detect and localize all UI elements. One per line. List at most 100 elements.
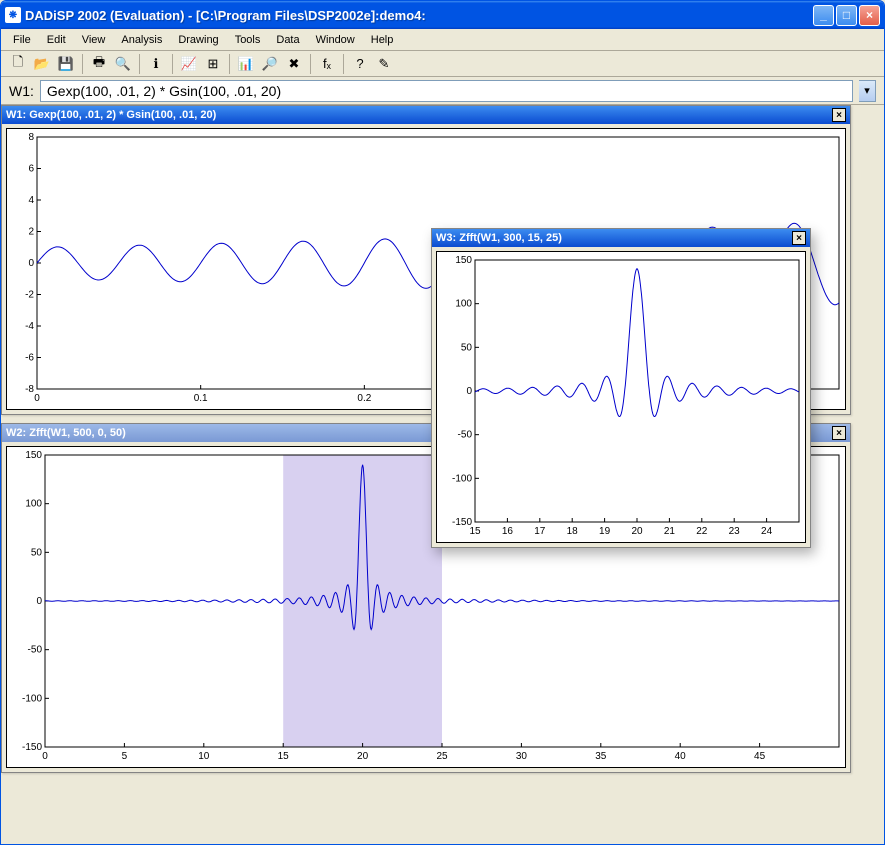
svg-text:18: 18 [567,526,579,537]
toolbar-separator [310,54,311,74]
lens-icon[interactable]: 🔎 [259,53,281,75]
formula-bar: W1: Gexp(100, .01, 2) * Gsin(100, .01, 2… [1,77,884,105]
window-controls: _ □ × [813,5,880,26]
svg-text:6: 6 [28,164,34,175]
chart-w2-close[interactable]: × [832,426,846,440]
svg-text:-150: -150 [22,742,42,753]
svg-text:30: 30 [516,751,528,762]
app-title: DADiSP 2002 (Evaluation) - [C:\Program F… [25,8,813,23]
menu-help[interactable]: Help [363,32,402,48]
menu-file[interactable]: File [5,32,39,48]
svg-text:10: 10 [198,751,210,762]
menu-analysis[interactable]: Analysis [113,32,170,48]
cancel-icon[interactable]: ✖ [283,53,305,75]
toolbar-separator [229,54,230,74]
svg-text:20: 20 [631,526,643,537]
svg-text:19: 19 [599,526,611,537]
formula-dropdown[interactable]: ▾ [859,80,876,102]
preview-icon[interactable]: 🔍 [112,53,134,75]
svg-text:-8: -8 [25,384,34,395]
print-icon[interactable]: 🖶 [88,53,110,75]
menu-window[interactable]: Window [308,32,363,48]
formula-label: W1: [9,83,34,99]
svg-text:25: 25 [436,751,448,762]
svg-text:-50: -50 [458,430,473,441]
chevron-down-icon: ▾ [864,84,870,97]
svg-text:-100: -100 [22,693,42,704]
svg-text:150: 150 [455,255,472,266]
toolbar-separator [172,54,173,74]
grid-icon[interactable]: ⊞ [202,53,224,75]
svg-text:100: 100 [25,499,42,510]
menu-edit[interactable]: Edit [39,32,74,48]
svg-text:-50: -50 [28,645,43,656]
svg-text:16: 16 [502,526,514,537]
app-window: ❋ DADiSP 2002 (Evaluation) - [C:\Program… [0,0,885,845]
formula-value: Gexp(100, .01, 2) * Gsin(100, .01, 20) [47,83,281,99]
svg-text:100: 100 [455,299,472,310]
svg-text:2: 2 [28,227,34,238]
svg-text:-6: -6 [25,353,34,364]
chart-w1-title: W1: Gexp(100, .01, 2) * Gsin(100, .01, 2… [6,109,832,121]
svg-text:-100: -100 [452,473,472,484]
menu-data[interactable]: Data [268,32,307,48]
toolbar: 🗋📂💾 🖶🔍 ℹ 📈⊞ 📊🔎✖ fₓ?✎ [1,51,884,77]
edit-icon[interactable]: ✎ [373,53,395,75]
menu-view[interactable]: View [74,32,114,48]
svg-text:0: 0 [36,596,42,607]
svg-text:17: 17 [534,526,546,537]
svg-text:35: 35 [595,751,607,762]
svg-text:21: 21 [664,526,676,537]
bar-icon[interactable]: 📊 [235,53,257,75]
chart-w3-close[interactable]: × [792,231,806,245]
formula-input[interactable]: Gexp(100, .01, 2) * Gsin(100, .01, 20) [40,80,853,102]
minimize-button[interactable]: _ [813,5,834,26]
open-icon[interactable]: 📂 [31,53,53,75]
svg-text:8: 8 [28,132,34,143]
new-icon[interactable]: 🗋 [7,53,29,75]
chart-w3-titlebar[interactable]: W3: Zfft(W1, 300, 15, 25) × [432,229,810,247]
svg-text:0: 0 [34,393,40,404]
svg-text:15: 15 [278,751,290,762]
svg-text:-4: -4 [25,321,34,332]
svg-text:0.2: 0.2 [357,393,371,404]
save-icon[interactable]: 💾 [55,53,77,75]
svg-text:0: 0 [28,258,34,269]
help-icon[interactable]: ? [349,53,371,75]
toolbar-separator [343,54,344,74]
svg-text:40: 40 [675,751,687,762]
menu-tools[interactable]: Tools [227,32,269,48]
svg-text:50: 50 [461,342,473,353]
titlebar[interactable]: ❋ DADiSP 2002 (Evaluation) - [C:\Program… [1,1,884,29]
chart-icon[interactable]: 📈 [178,53,200,75]
svg-text:15: 15 [469,526,481,537]
svg-text:50: 50 [31,547,43,558]
svg-text:45: 45 [754,751,766,762]
chart-w1-titlebar[interactable]: W1: Gexp(100, .01, 2) * Gsin(100, .01, 2… [2,106,850,124]
chart-w3[interactable]: W3: Zfft(W1, 300, 15, 25) × -150-100-500… [431,228,811,548]
svg-text:150: 150 [25,450,42,461]
svg-text:22: 22 [696,526,708,537]
chart-w1-close[interactable]: × [832,108,846,122]
svg-text:0.1: 0.1 [194,393,208,404]
menu-drawing[interactable]: Drawing [170,32,226,48]
info-icon[interactable]: ℹ [145,53,167,75]
workspace: W1: Gexp(100, .01, 2) * Gsin(100, .01, 2… [1,105,884,844]
maximize-button[interactable]: □ [836,5,857,26]
svg-text:-2: -2 [25,290,34,301]
app-icon: ❋ [5,7,21,23]
toolbar-separator [82,54,83,74]
svg-text:4: 4 [28,195,34,206]
menubar: FileEditViewAnalysisDrawingToolsDataWind… [1,29,884,51]
chart-w3-title: W3: Zfft(W1, 300, 15, 25) [436,232,792,244]
close-button[interactable]: × [859,5,880,26]
toolbar-separator [139,54,140,74]
svg-text:0: 0 [42,751,48,762]
chart-w3-plot[interactable]: -150-100-5005010015015161718192021222324 [436,251,806,543]
svg-text:0: 0 [466,386,472,397]
svg-text:20: 20 [357,751,369,762]
svg-text:5: 5 [122,751,128,762]
fx-icon[interactable]: fₓ [316,53,338,75]
svg-text:23: 23 [729,526,741,537]
svg-text:24: 24 [761,526,773,537]
